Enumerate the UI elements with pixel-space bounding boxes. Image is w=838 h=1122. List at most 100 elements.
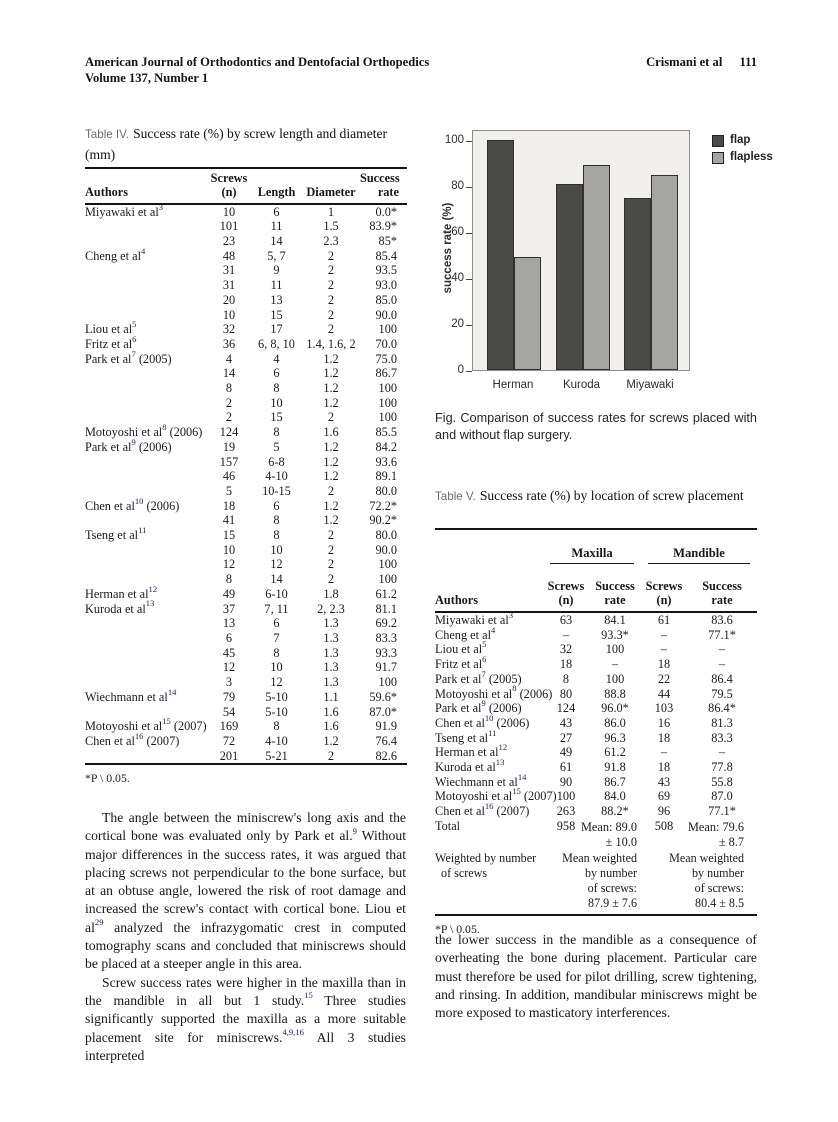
value-cell: 124 <box>219 425 239 440</box>
value-cell: 79.5 <box>711 686 733 701</box>
value-cell: 91.9 <box>375 719 397 734</box>
value-cell: 69.2 <box>375 616 397 631</box>
value-cell: 2, 2.3 <box>317 601 345 616</box>
value-cell: 1.3 <box>323 616 339 631</box>
author-cell <box>85 616 207 631</box>
value-cell: 83.6 <box>711 612 733 627</box>
value-cell: 8 <box>273 513 280 528</box>
value-cell: 2 <box>327 307 335 322</box>
value-cell: 85.5 <box>375 425 397 440</box>
author-cell <box>85 263 207 278</box>
value-cell: 44 <box>657 686 671 701</box>
col-length: Length <box>251 168 302 205</box>
y-tick-mark <box>466 187 472 188</box>
value-cell: 87.0 <box>711 789 733 804</box>
table-row: Liou et al5 32 100 – – <box>435 639 757 657</box>
author-cell <box>85 543 207 558</box>
value-cell: 4-10 <box>265 469 288 484</box>
legend-item: flap <box>712 134 773 147</box>
y-tick-label: 20 <box>451 318 464 330</box>
author-cell: Liou et al5 <box>435 639 487 657</box>
table-row: 3 12 1.3 100 <box>85 675 407 690</box>
value-cell: 1.2 <box>323 439 339 454</box>
value-cell: 100 <box>378 557 397 572</box>
y-axis-label: success rate (%) <box>442 202 454 294</box>
table-row: Park et al9 (2006) 19 5 1.2 84.2 <box>85 437 407 455</box>
value-cell: 2 <box>327 248 335 263</box>
table-row: 2 15 2 100 <box>85 410 407 425</box>
table-row: Wiechmann et al14 90 86.7 43 55.8 <box>435 772 757 790</box>
table-row: Motoyoshi et al15 (2007) 169 8 1.6 91.9 <box>85 717 407 734</box>
value-cell: 18 <box>657 760 671 775</box>
value-cell: – <box>660 627 668 642</box>
author-cell <box>85 219 207 234</box>
value-cell: 86.7 <box>375 366 397 381</box>
table4-label: Table IV. <box>85 128 130 141</box>
author-cell: Cheng et al4 <box>435 624 496 642</box>
value-cell: Mean: 89.0 ± 10.0 <box>581 819 641 850</box>
value-cell: 36 <box>222 336 236 351</box>
value-cell: 10-15 <box>262 483 291 498</box>
value-cell: 6 <box>273 498 280 513</box>
col-authors: Authors <box>435 577 543 613</box>
value-cell: – <box>718 657 726 672</box>
table4-caption: Table IV. Success rate (%) by screw leng… <box>85 124 407 164</box>
table-row: Herman et al12 49 61.2 – – <box>435 742 757 760</box>
value-cell: 2 <box>327 572 335 587</box>
value-cell: – <box>611 657 619 672</box>
citation-ref: 29 <box>94 917 104 928</box>
author-cell: Chen et al10 (2006) <box>435 712 530 730</box>
author-cell <box>85 410 207 425</box>
author-cell <box>85 646 207 661</box>
value-cell: Mean weighted by number of screws: 80.4 … <box>669 850 757 915</box>
value-cell: 96.3 <box>604 730 626 745</box>
value-cell: 157 <box>219 454 239 469</box>
author-cell <box>85 660 207 675</box>
table-row: Tseng et al11 27 96.3 18 83.3 <box>435 728 757 746</box>
value-cell: 6 <box>225 630 233 645</box>
author-cell: Fritz et al6 <box>85 333 137 351</box>
value-cell: 18 <box>559 657 573 672</box>
value-cell: 41 <box>222 513 236 528</box>
table-row: Park et al7 (2005) 8 100 22 86.4 <box>435 668 757 687</box>
author-cell: Total <box>435 818 461 833</box>
table-row: Kuroda et al13 61 91.8 18 77.8 <box>435 758 757 775</box>
value-cell: 96.0* <box>601 701 629 716</box>
value-cell: 86.0 <box>604 715 626 730</box>
value-cell: 43 <box>559 715 573 730</box>
group-header-maxilla: Maxilla <box>550 546 634 564</box>
author-cell <box>85 293 207 308</box>
page-number: 111 <box>739 55 757 69</box>
legend-label: flapless <box>730 151 773 163</box>
author-cell <box>85 469 207 484</box>
citation-ref: 10 <box>134 495 144 506</box>
citation-ref: 4 <box>141 245 146 256</box>
value-cell: 83.9* <box>369 219 397 234</box>
value-cell: 1.2 <box>323 351 339 366</box>
table-row: 201 5-21 2 82.6 <box>85 749 407 765</box>
value-cell: 1 <box>327 204 335 219</box>
table-header-row: Authors Screws (n) Length Diameter Succe… <box>85 168 407 205</box>
value-cell: 6 <box>273 616 280 631</box>
value-cell: 18 <box>222 498 236 513</box>
value-cell: 2 <box>225 395 233 410</box>
value-cell: 6 <box>273 366 280 381</box>
value-cell: 23 <box>222 234 236 248</box>
author-cell: Park et al7 (2005) <box>435 668 522 686</box>
value-cell: 12 <box>222 557 236 572</box>
value-cell: 88.8 <box>604 686 626 701</box>
value-cell: 8 <box>273 381 280 396</box>
value-cell: 75.0 <box>375 351 397 366</box>
value-cell: 100 <box>378 572 397 587</box>
group-header-spacer <box>435 529 543 577</box>
value-cell: 2 <box>327 263 335 278</box>
table-row: 14 6 1.2 86.7 <box>85 366 407 381</box>
author-cell <box>85 234 207 249</box>
value-cell: 100 <box>378 410 397 425</box>
value-cell: 15 <box>270 307 283 322</box>
value-cell: 48 <box>222 248 236 263</box>
value-cell: 6-10 <box>265 586 288 601</box>
citation-ref: 12 <box>498 742 508 753</box>
page-header: American Journal of Orthodontics and Den… <box>85 54 757 86</box>
citation-ref: 9 <box>352 825 357 836</box>
